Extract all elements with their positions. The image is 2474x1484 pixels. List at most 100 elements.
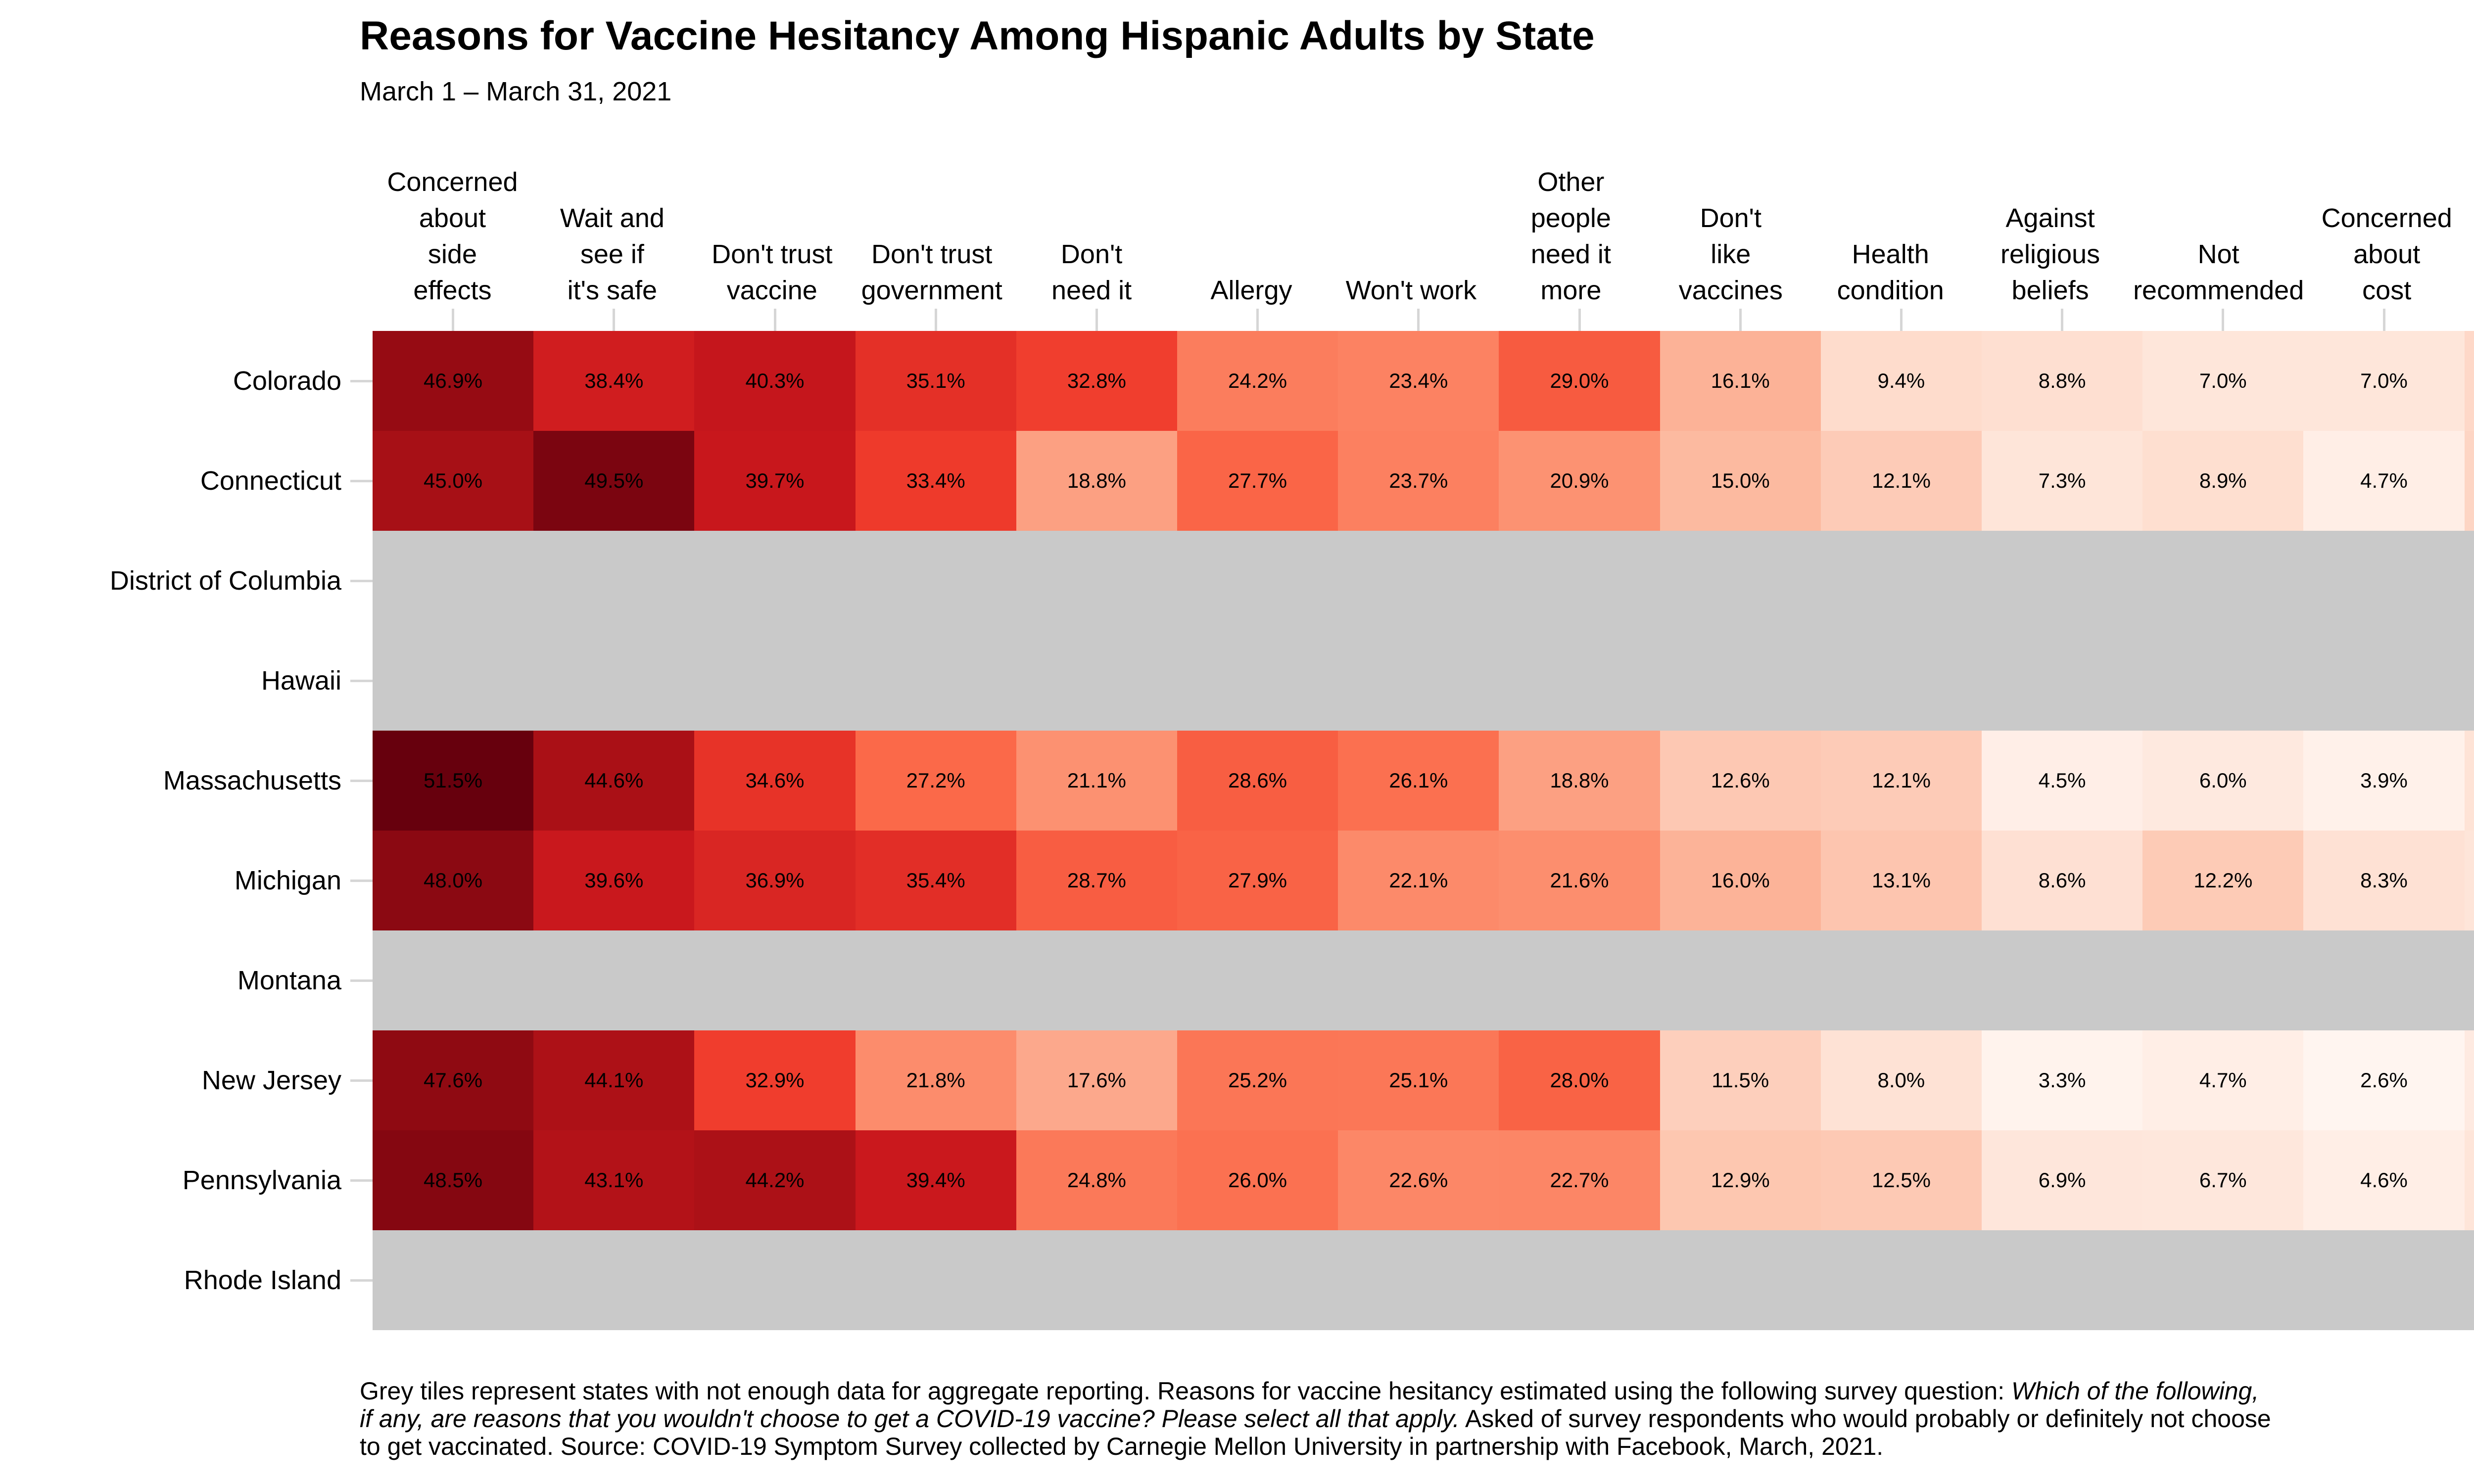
column-header: Won't work	[1331, 273, 1491, 309]
heatmap-cell: 15.0%	[1660, 431, 1821, 531]
column-tick	[1417, 309, 1420, 331]
heatmap-cell: 44.1%	[533, 1030, 695, 1130]
row-label: Colorado	[233, 366, 341, 396]
heatmap-cell: 7.8%	[2464, 731, 2474, 831]
row-tick-left	[350, 979, 373, 982]
column-header-line: like	[1711, 239, 1751, 269]
heatmap-cell: 32.9%	[694, 1030, 856, 1130]
heatmap-cell: 38.4%	[533, 331, 695, 431]
heatmap-cell: 6.7%	[2142, 1130, 2304, 1230]
heatmap-row-no-data	[373, 1230, 2474, 1330]
row-tick-left	[350, 679, 373, 682]
heatmap-cell: 39.4%	[855, 1130, 1016, 1230]
column-tick	[452, 309, 455, 331]
heatmap-cell: 10.0%	[2464, 331, 2474, 431]
footnote-line: Grey tiles represent states with not eno…	[360, 1377, 2271, 1405]
heatmap-cell: 25.2%	[1177, 1030, 1338, 1130]
heatmap-cell: 4.5%	[1982, 731, 2143, 831]
column-tick	[613, 309, 616, 331]
heatmap-cell: 7.2%	[2464, 831, 2474, 930]
column-header-line: more	[1540, 276, 1602, 305]
column-header: Against religious beliefs	[1970, 200, 2130, 309]
heatmap-cell: 7.0%	[2303, 331, 2465, 431]
column-header: Don't need it	[1012, 236, 1172, 309]
heatmap-cell: 12.2%	[2142, 831, 2304, 930]
column-tick	[1095, 309, 1098, 331]
column-header-line: Allergy	[1210, 276, 1292, 305]
row-label: Montana	[237, 966, 341, 995]
row-label: Rhode Island	[184, 1265, 341, 1295]
column-header-line: condition	[1837, 276, 1944, 305]
heatmap-cell: 18.8%	[1016, 431, 1177, 531]
row-tick-left	[350, 379, 373, 382]
heatmap-row-no-data	[373, 631, 2474, 731]
heatmap-cell: 12.5%	[1820, 1130, 1982, 1230]
row-label: Pennsylvania	[182, 1165, 341, 1195]
heatmap-cell: 27.7%	[1177, 431, 1338, 531]
heatmap-cell: 28.6%	[1177, 731, 1338, 831]
heatmap-cell: 6.0%	[2142, 731, 2304, 831]
column-header: Wait and see if it's safe	[532, 200, 692, 309]
heatmap-cell: 2.6%	[2303, 1030, 2465, 1130]
column-header-line: Against	[2005, 203, 2095, 233]
heatmap-cell: 16.0%	[1660, 831, 1821, 930]
heatmap-cell: 51.5%	[373, 731, 534, 831]
column-tick	[2382, 309, 2385, 331]
heatmap-cell: 24.2%	[1177, 331, 1338, 431]
column-header: Other people need it more	[1491, 164, 1651, 309]
footnote-survey-question: if any, are reasons that you wouldn't ch…	[360, 1405, 1460, 1433]
heatmap-cell: 21.6%	[1499, 831, 1660, 930]
heatmap-cell: 12.1%	[1820, 731, 1982, 831]
heatmap-cell: 27.2%	[855, 731, 1016, 831]
column-tick	[1900, 309, 1903, 331]
row-tick-left	[350, 879, 373, 882]
column-header-line: Other people	[1530, 167, 1611, 233]
column-header-line: religious	[2000, 239, 2100, 269]
column-header-line: it's safe	[567, 276, 658, 305]
column-header-line: cost	[2362, 276, 2412, 305]
heatmap-cell: 24.8%	[1016, 1130, 1177, 1230]
column-header: Health condition	[1810, 236, 1970, 309]
heatmap-cell: 28.7%	[1016, 831, 1177, 930]
row-tick-left	[350, 1179, 373, 1182]
heatmap-cell: 8.6%	[1982, 831, 2143, 930]
heatmap-cell: 12.9%	[1660, 1130, 1821, 1230]
footnote-text: Grey tiles represent states with not eno…	[360, 1377, 2011, 1405]
row-tick-left	[350, 579, 373, 582]
heatmap-cell: 9.4%	[1820, 331, 1982, 431]
heatmap-cell: 26.1%	[1338, 731, 1499, 831]
column-header-line: Don't	[1060, 239, 1123, 269]
heatmap-row-no-data	[373, 531, 2474, 631]
footnote-text: Asked of survey respondents who would pr…	[1459, 1405, 2271, 1433]
heatmap-cell: 33.4%	[855, 431, 1016, 531]
heatmap-cell: 5.7%	[2464, 1030, 2474, 1130]
row-tick-left	[350, 479, 373, 482]
heatmap-cell: 13.1%	[1820, 831, 1982, 930]
chart-subtitle: March 1 – March 31, 2021	[360, 77, 672, 106]
column-header-line: Don't trust	[712, 239, 833, 269]
row-label: District of Columbia	[109, 566, 341, 596]
heatmap-cell: 7.0%	[2142, 331, 2304, 431]
column-header-line: about	[2353, 239, 2421, 269]
heatmap-cell: 45.0%	[373, 431, 534, 531]
heatmap-cell: 4.6%	[2303, 1130, 2465, 1230]
column-header-line: vaccines	[1678, 276, 1783, 305]
column-header-line: beliefs	[2011, 276, 2089, 305]
heatmap-cell: 6.9%	[1982, 1130, 2143, 1230]
heatmap-cell: 12.6%	[1660, 731, 1821, 831]
row-label: Massachusetts	[163, 766, 341, 795]
column-header-line: Concerned	[2321, 203, 2452, 233]
column-header-line: about	[419, 203, 486, 233]
column-header-line: Not	[2197, 239, 2239, 269]
column-header: Not recommended	[2130, 236, 2307, 309]
heatmap-cell: 4.7%	[2142, 1030, 2304, 1130]
footnote: Grey tiles represent states with not eno…	[360, 1377, 2271, 1460]
heatmap-cell: 21.8%	[855, 1030, 1016, 1130]
heatmap-cell: 39.7%	[694, 431, 856, 531]
row-label: Connecticut	[200, 466, 341, 496]
column-tick	[2061, 309, 2064, 331]
row-label: Michigan	[234, 866, 341, 895]
heatmap-cell: 16.1%	[1660, 331, 1821, 431]
column-header-line: need it	[1530, 239, 1611, 269]
